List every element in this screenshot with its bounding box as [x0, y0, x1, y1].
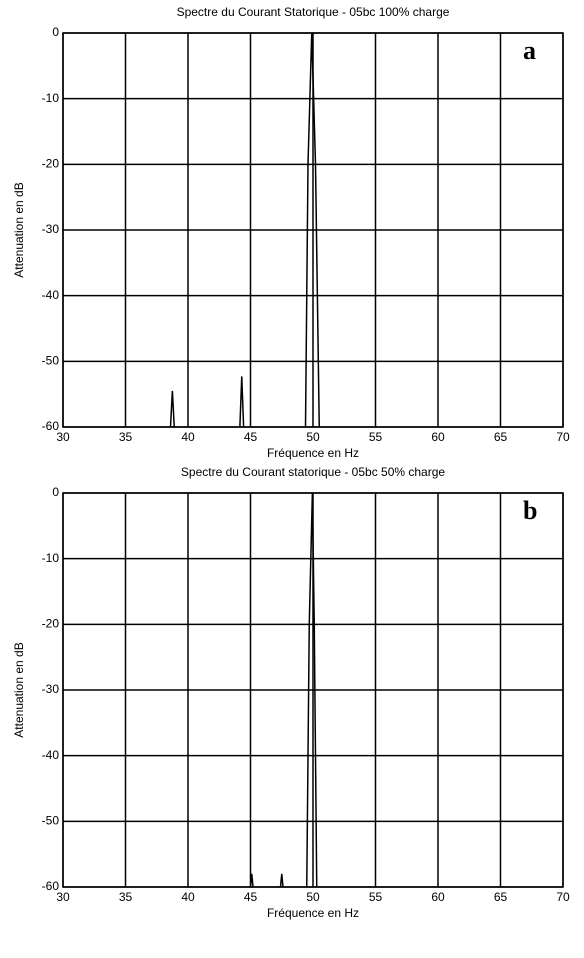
y-tick-label: -30	[42, 222, 60, 236]
y-tick-label: -50	[42, 814, 60, 828]
x-tick-label: 45	[244, 890, 258, 904]
y-tick-label: 0	[52, 485, 59, 499]
chart-title: Spectre du Courant statorique - 05bc 50%…	[181, 465, 445, 479]
spectrum-line	[169, 33, 320, 427]
x-tick-label: 35	[119, 890, 133, 904]
panel-annotation: b	[523, 496, 537, 525]
x-tick-label: 65	[494, 430, 508, 444]
x-tick-label: 65	[494, 890, 508, 904]
x-axis-label: Fréquence en Hz	[267, 906, 359, 920]
x-tick-label: 50	[306, 430, 320, 444]
x-tick-label: 50	[306, 890, 320, 904]
y-tick-label: -40	[42, 288, 60, 302]
x-tick-label: 70	[556, 430, 570, 444]
y-tick-label: -20	[42, 157, 60, 171]
x-tick-label: 30	[56, 430, 70, 444]
x-tick-label: 60	[431, 890, 445, 904]
x-tick-label: 40	[181, 430, 195, 444]
y-axis-label: Attenuation en dB	[12, 642, 26, 737]
y-tick-label: -10	[42, 91, 60, 105]
y-tick-label: -60	[42, 879, 60, 893]
x-axis-label: Fréquence en Hz	[267, 446, 359, 460]
spectrum-line	[249, 493, 318, 887]
x-tick-label: 60	[431, 430, 445, 444]
panel-annotation: a	[523, 36, 536, 65]
x-tick-label: 45	[244, 430, 258, 444]
x-tick-label: 55	[369, 430, 383, 444]
y-tick-label: -50	[42, 354, 60, 368]
y-axis-label: Attenuation en dB	[12, 182, 26, 277]
y-tick-label: -20	[42, 617, 60, 631]
y-tick-label: 0	[52, 25, 59, 39]
chart-title: Spectre du Courant Statorique - 05bc 100…	[177, 5, 450, 19]
x-tick-label: 55	[369, 890, 383, 904]
y-tick-label: -30	[42, 682, 60, 696]
y-tick-label: -60	[42, 419, 60, 433]
x-tick-label: 30	[56, 890, 70, 904]
y-tick-label: -40	[42, 748, 60, 762]
x-tick-label: 40	[181, 890, 195, 904]
x-tick-label: 35	[119, 430, 133, 444]
x-tick-label: 70	[556, 890, 570, 904]
y-tick-label: -10	[42, 551, 60, 565]
